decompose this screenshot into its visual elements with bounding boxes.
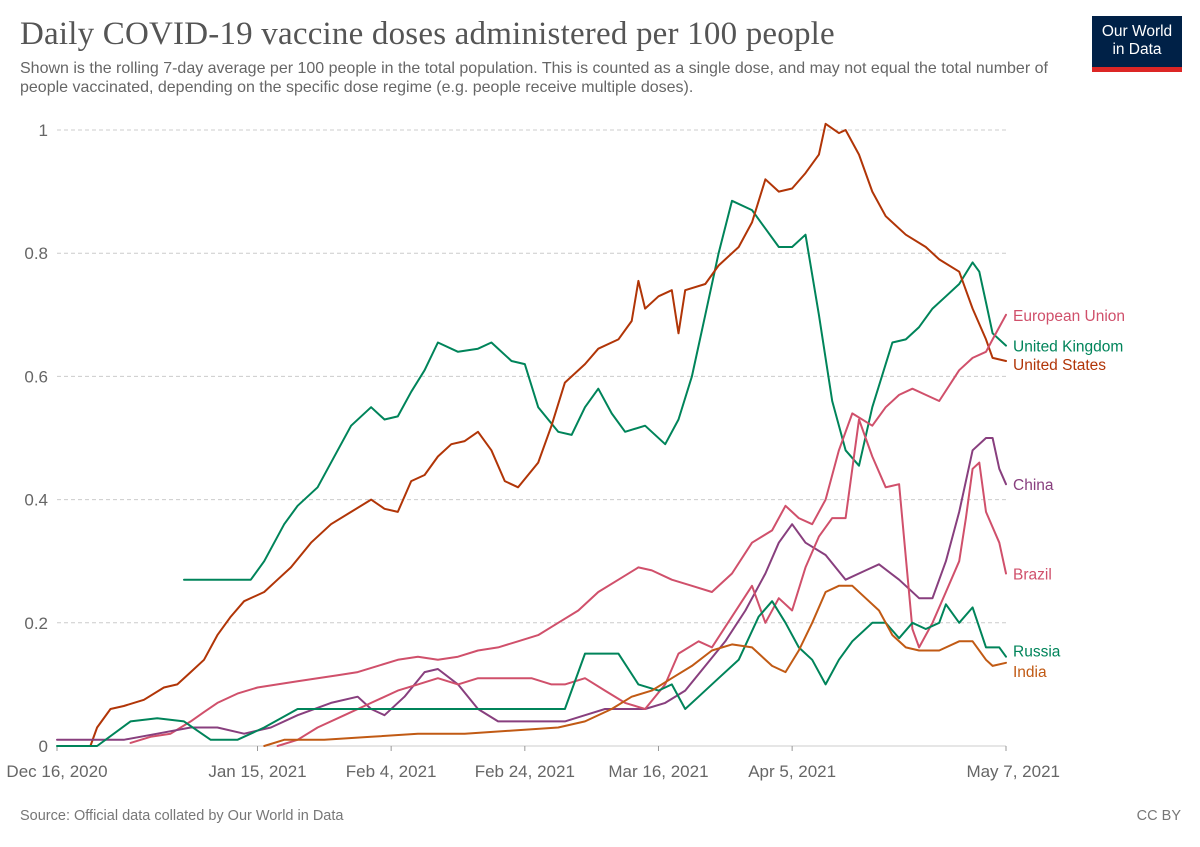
line-label-india: India <box>1013 664 1047 681</box>
line-label-china: China <box>1013 477 1054 494</box>
logo-line-2: in Data <box>1112 41 1162 58</box>
chart-title: Daily COVID-19 vaccine doses administere… <box>20 16 835 52</box>
series-line-united-kingdom[interactable] <box>183 199 1007 581</box>
chart-subtitle: Shown is the rolling 7-day average per 1… <box>20 60 1048 96</box>
x-tick-label: Apr 5, 2021 <box>748 762 836 781</box>
y-tick-label: 1 <box>39 121 48 140</box>
line-label-european-union: European Union <box>1013 308 1125 325</box>
x-tick-label: Feb 24, 2021 <box>475 762 575 781</box>
line-label-brazil: Brazil <box>1013 567 1052 584</box>
x-tick-label: Mar 16, 2021 <box>608 762 708 781</box>
line-label-russia: Russia <box>1013 644 1061 661</box>
y-tick-label: 0.4 <box>24 491 48 510</box>
line-label-united-states: United States <box>1013 357 1106 374</box>
grid-lines <box>57 129 1006 747</box>
series-line-brazil[interactable] <box>276 418 1007 747</box>
series-lines[interactable] <box>56 122 1007 747</box>
series-line-china[interactable] <box>56 437 1007 741</box>
x-tick-label: Feb 4, 2021 <box>346 762 437 781</box>
x-tick-label: Jan 15, 2021 <box>208 762 306 781</box>
x-axis: Dec 16, 2020 Jan 15, 2021 Feb 4, 2021 Feb 2… <box>6 746 1060 781</box>
y-tick-label: 0.2 <box>24 614 48 633</box>
y-tick-label: 0.6 <box>24 367 48 386</box>
y-axis: 0 0.2 0.4 0.6 0.8 1 <box>24 121 48 756</box>
line-label-united-kingdom: United Kingdom <box>1013 339 1123 356</box>
series-line-european-union[interactable] <box>129 313 1007 744</box>
x-tick-label: Dec 16, 2020 <box>6 762 107 781</box>
x-tick-label: May 7, 2021 <box>966 762 1060 781</box>
series-line-united-states[interactable] <box>89 122 1007 747</box>
y-tick-label: 0 <box>39 737 48 756</box>
license-link[interactable]: CC BY <box>1136 808 1181 824</box>
source-note[interactable]: Source: Official data collated by Our Wo… <box>20 808 344 824</box>
owid-logo[interactable]: Our World in Data <box>1092 16 1182 72</box>
series-line-russia[interactable] <box>56 600 1007 747</box>
logo-line-1: Our World <box>1101 23 1173 40</box>
series-line-india[interactable] <box>263 584 1007 747</box>
y-tick-label: 0.8 <box>24 244 48 263</box>
